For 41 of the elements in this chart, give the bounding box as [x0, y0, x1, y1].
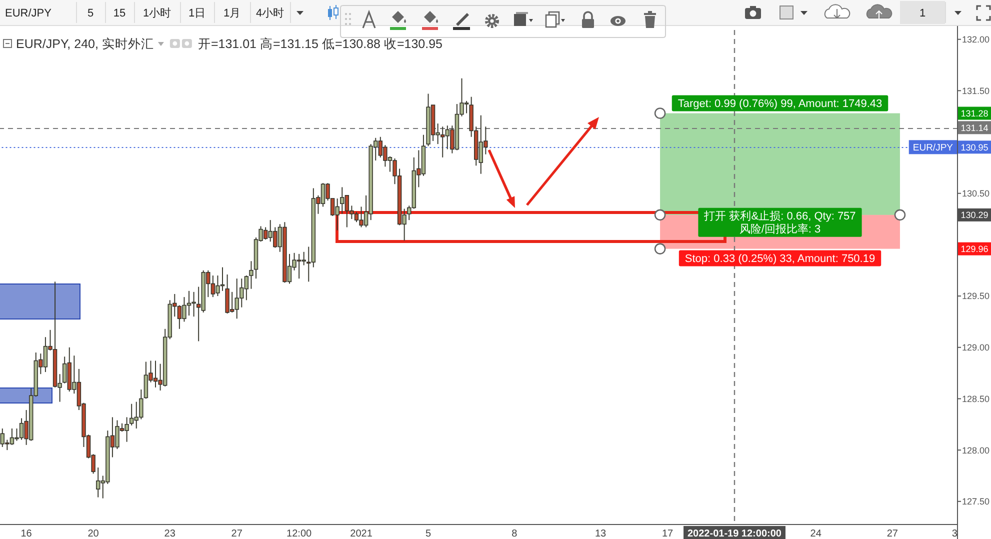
y-tick-label: 128.00 — [962, 445, 990, 456]
x-tick-label: 12:00 — [286, 528, 312, 539]
y-tick-label: 131.50 — [962, 86, 990, 96]
band-label: Target: 0.99 (0.76%) 99, Amount: 1749.43 — [678, 98, 882, 110]
x-tick-label: 5 — [425, 528, 432, 539]
text: 1 — [919, 8, 926, 20]
y-tick-label: 128.50 — [962, 394, 990, 404]
x-tick-label: 20 — [88, 528, 100, 539]
y-tick-label: 131.14 — [960, 122, 988, 133]
y-tick-label: 130.50 — [962, 188, 990, 199]
x-tick-label: 17 — [662, 528, 674, 539]
x-tick-label: 23 — [164, 528, 176, 539]
x-tick-label: 27 — [231, 528, 243, 539]
x-tick-label: 8 — [512, 528, 518, 539]
text: 5 — [87, 8, 94, 20]
text: 15 — [113, 8, 126, 20]
x-tick-label: 13 — [594, 528, 607, 539]
y-tick-label: 127.50 — [962, 496, 990, 507]
x-tick-label: 24 — [810, 528, 822, 539]
y-tick-label: 130.29 — [960, 210, 988, 220]
text: EUR/JPY — [5, 8, 52, 20]
y-tick-label: 129.96 — [960, 244, 988, 254]
text: 开=131.01 高=131.15 低=130.88 收=130.95 — [198, 36, 443, 51]
band-label: Stop: 0.33 (0.25%) 33, Amount: 750.19 — [684, 252, 876, 265]
text: 1日 — [188, 8, 206, 20]
x-tick-label: 3 — [952, 528, 958, 539]
x-tick-label: 2022-01-19 12:00:00 — [688, 528, 782, 539]
text: 4小时 — [256, 6, 284, 20]
text: EUR/JPY, 240, 实时外汇 — [16, 37, 154, 51]
y-tick-label: 131.28 — [960, 108, 988, 118]
text: 1月 — [223, 8, 241, 20]
y-tick-label: 129.50 — [962, 291, 990, 302]
y-tick-label: 130.95 — [960, 142, 988, 152]
x-tick-label: 16 — [20, 528, 32, 539]
text: 1小时 — [142, 6, 172, 20]
annotation: 打开 获利&止损: 0.66, Qty: 757 风险/回报比率: 3 — [703, 210, 856, 236]
y-tick-label: 132.00 — [962, 34, 990, 45]
ref-line-label: EUR/JPY — [912, 142, 954, 154]
y-tick-label: 129.00 — [962, 342, 990, 353]
x-tick-label: 27 — [886, 528, 898, 539]
x-tick-label: 2021 — [350, 528, 373, 539]
